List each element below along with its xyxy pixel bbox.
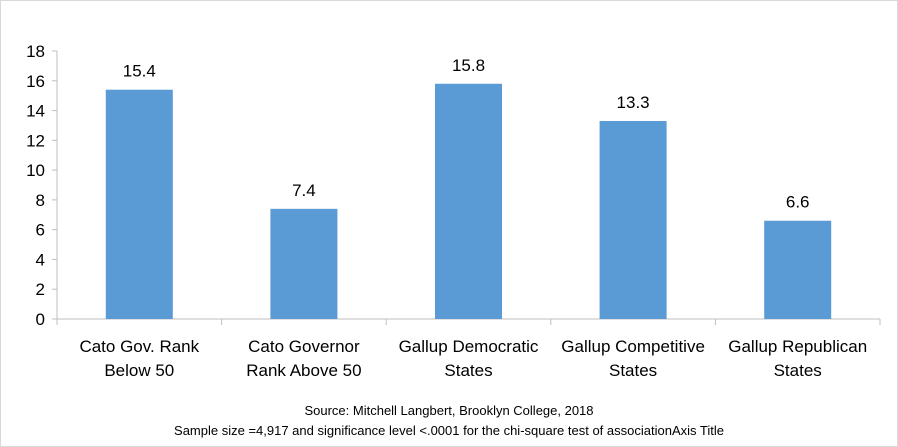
x-tick-label: Below 50 (104, 361, 174, 380)
data-label: 13.3 (617, 93, 650, 112)
x-tick-label: States (774, 361, 822, 380)
bar (764, 220, 832, 319)
bar (270, 208, 338, 319)
y-tick-label: 12 (26, 131, 45, 150)
x-tick-label: Cato Gov. Rank (79, 337, 199, 356)
x-tick-label: Gallup Competitive (561, 337, 705, 356)
footnote: Source: Mitchell Langbert, Brooklyn Coll… (174, 403, 724, 438)
y-tick-label: 6 (36, 221, 45, 240)
y-tick-label: 4 (36, 250, 45, 269)
y-axis: 0 2 4 6 8 10 12 14 16 18 (26, 42, 58, 329)
bar (435, 83, 502, 319)
footnote-line-2: Sample size =4,917 and significance leve… (174, 423, 724, 438)
data-labels: 15.4 7.4 15.8 13.3 6.6 (123, 56, 810, 212)
y-tick-label: 0 (36, 310, 45, 329)
x-axis (56, 318, 881, 325)
footnote-line-1: Source: Mitchell Langbert, Brooklyn Coll… (304, 403, 593, 418)
data-label: 15.8 (452, 56, 485, 75)
bars (105, 83, 832, 319)
x-tick-label: States (609, 361, 657, 380)
data-label: 15.4 (123, 62, 156, 81)
x-tick-label: Gallup Republican (728, 337, 867, 356)
y-tick-label: 16 (26, 72, 45, 91)
y-tick-label: 18 (26, 42, 45, 61)
y-tick-label: 8 (36, 191, 45, 210)
x-tick-label: Gallup Democratic (399, 337, 539, 356)
bar (105, 89, 173, 319)
x-tick-label: States (444, 361, 492, 380)
category-labels: Cato Gov. Rank Below 50 Cato Governor Rank … (79, 337, 867, 380)
y-tick-label: 14 (26, 102, 45, 121)
y-tick-label: 10 (26, 161, 45, 180)
data-label: 6.6 (786, 193, 810, 212)
y-tick-label: 2 (36, 280, 45, 299)
x-tick-label: Rank Above 50 (246, 361, 361, 380)
x-tick-label: Cato Governor (248, 337, 360, 356)
bar (599, 120, 667, 319)
data-label: 7.4 (292, 181, 316, 200)
